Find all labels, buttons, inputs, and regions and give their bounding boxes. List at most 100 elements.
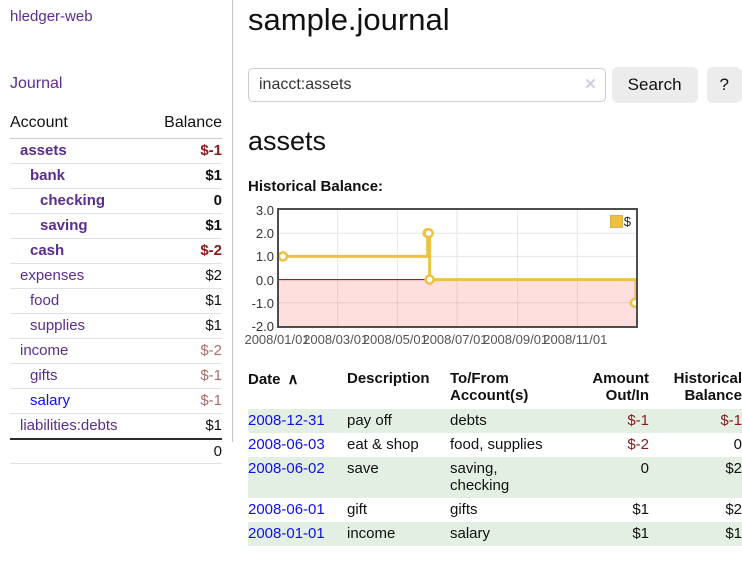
sidebar-item-journal[interactable]: Journal	[10, 75, 63, 92]
transaction-accounts: food, supplies	[450, 436, 543, 453]
x-tick-label: 2008/01/01	[244, 332, 310, 347]
accounts-table: Account Balance assets $-1 bank $1 checking 0…	[10, 112, 222, 464]
sidebar: hledger-web Journal Account Balance asse…	[0, 0, 233, 464]
account-link[interactable]: supplies	[30, 317, 86, 334]
register-row: 2008-06-02 save saving, checking 0 $2	[248, 457, 742, 498]
account-link[interactable]: income	[20, 342, 69, 359]
account-balance: $-2	[147, 238, 222, 264]
transaction-date-link[interactable]: 2008-06-01	[248, 501, 325, 518]
register-header-balance: Historical Balance	[673, 370, 742, 404]
chart-x-axis-labels: 2008/01/01 2008/03/01 2008/05/01 2008/07/01…	[244, 332, 634, 348]
register-header-description: Description	[347, 370, 430, 387]
y-tick-label: 0.0	[255, 272, 274, 288]
transaction-balance: $1	[649, 522, 742, 546]
account-link[interactable]: gifts	[30, 367, 58, 384]
transaction-amount: $1	[556, 522, 649, 546]
transaction-description: pay off	[347, 409, 450, 433]
transaction-description: gift	[347, 501, 368, 518]
transaction-accounts: gifts	[450, 501, 478, 518]
transaction-description: income	[347, 522, 450, 546]
register-row: 2008-01-01 income salary $1 $1	[248, 522, 742, 546]
account-balance: $2	[147, 263, 222, 289]
account-balance: $-1	[147, 363, 222, 389]
x-tick-label: 2008/09/01	[483, 332, 549, 347]
account-row: saving $1	[10, 213, 222, 239]
app-title-link[interactable]: hledger-web	[10, 8, 93, 25]
legend-label: $	[623, 214, 631, 229]
account-balance: $-1	[147, 388, 222, 414]
transaction-accounts: salary	[450, 522, 556, 546]
account-row: supplies $1	[10, 313, 222, 339]
register-row: 2008-06-01 gift gifts $1 $2	[248, 498, 742, 522]
account-balance: $1	[147, 163, 222, 189]
account-balance: $1	[147, 288, 222, 314]
account-balance: $1	[147, 213, 222, 239]
y-tick-label: -1.0	[251, 295, 274, 311]
transaction-balance: 0	[733, 436, 742, 453]
account-link[interactable]: liabilities:debts	[20, 417, 118, 434]
register-table: Date ∧ Description To/From Account(s) Amo…	[248, 369, 742, 546]
search-row: ✕ Search ?	[248, 67, 742, 103]
sort-ascending-icon: ∧	[287, 371, 299, 388]
x-tick-label: 2008/05/01	[362, 332, 428, 347]
accounts-total-balance: 0	[147, 438, 222, 464]
transaction-accounts: saving, checking	[450, 457, 556, 498]
help-button[interactable]: ?	[706, 67, 742, 103]
transaction-date-link[interactable]: 2008-01-01	[248, 525, 325, 542]
account-balance: $-2	[147, 338, 222, 364]
search-input[interactable]	[248, 68, 606, 102]
y-tick-label: 2.0	[255, 226, 274, 242]
x-tick-label: 2008/11/01	[543, 332, 608, 347]
transaction-balance: $-1	[649, 409, 742, 433]
chart-legend: $	[607, 213, 633, 230]
account-balance: $1	[205, 417, 222, 434]
transaction-accounts: debts	[450, 409, 556, 433]
account-balance: $1	[147, 313, 222, 339]
account-row: checking 0	[10, 188, 222, 214]
transaction-balance: $2	[649, 457, 742, 498]
search-button[interactable]: Search	[611, 67, 698, 103]
account-row: cash $-2	[10, 238, 222, 264]
historical-balance-chart: 3.0 2.0 1.0 0.0 -1.0 -2.0 $ 2008/01/01 2008/03…	[244, 203, 742, 349]
x-tick-label: 2008/07/01	[422, 332, 488, 347]
account-row: income $-2	[10, 338, 222, 364]
transaction-date-link[interactable]: 2008-06-03	[248, 436, 325, 453]
account-link[interactable]: saving	[40, 217, 88, 234]
account-row: salary $-1	[10, 388, 222, 414]
chart-title: Historical Balance:	[248, 178, 384, 195]
account-heading: assets	[248, 126, 327, 156]
transaction-balance: $2	[725, 501, 742, 518]
transaction-description: eat & shop	[347, 436, 419, 453]
clear-search-icon[interactable]: ✕	[584, 76, 597, 93]
account-row: gifts $-1	[10, 363, 222, 389]
main-content: sample.journal ✕ Search ? assets Histori…	[244, 0, 742, 546]
register-header-account: To/From Account(s)	[450, 370, 529, 404]
account-row: expenses $2	[10, 263, 222, 289]
account-row: bank $1	[10, 163, 222, 189]
page-title: sample.journal	[248, 2, 450, 37]
transaction-amount: $1	[632, 501, 649, 518]
accounts-header-account: Account	[10, 112, 148, 139]
search-box: ✕	[248, 68, 606, 102]
transaction-date-link[interactable]: 2008-06-02	[248, 460, 325, 477]
transaction-description: save	[347, 457, 450, 498]
account-link[interactable]: expenses	[20, 267, 85, 284]
account-row: liabilities:debts $1	[10, 414, 222, 440]
accounts-header-balance: Balance	[147, 112, 222, 139]
account-link[interactable]: food	[30, 292, 60, 309]
x-tick-label: 2008/03/01	[303, 332, 369, 347]
account-link[interactable]: cash	[30, 242, 65, 259]
y-tick-label: 1.0	[255, 249, 274, 265]
y-tick-label: 3.0	[255, 203, 274, 218]
account-link[interactable]: salary	[30, 392, 71, 409]
register-header-date[interactable]: Date ∧	[248, 371, 299, 388]
register-row: 2008-12-31 pay off debts $-1 $-1	[248, 409, 742, 433]
y-tick-label: -2.0	[251, 319, 274, 334]
account-link[interactable]: checking	[40, 192, 106, 209]
chart-svg	[279, 210, 636, 326]
account-link[interactable]: bank	[30, 167, 66, 184]
account-balance: $-1	[147, 138, 222, 164]
transaction-date-link[interactable]: 2008-12-31	[248, 412, 325, 429]
transaction-amount: 0	[556, 457, 649, 498]
account-link[interactable]: assets	[20, 142, 67, 159]
